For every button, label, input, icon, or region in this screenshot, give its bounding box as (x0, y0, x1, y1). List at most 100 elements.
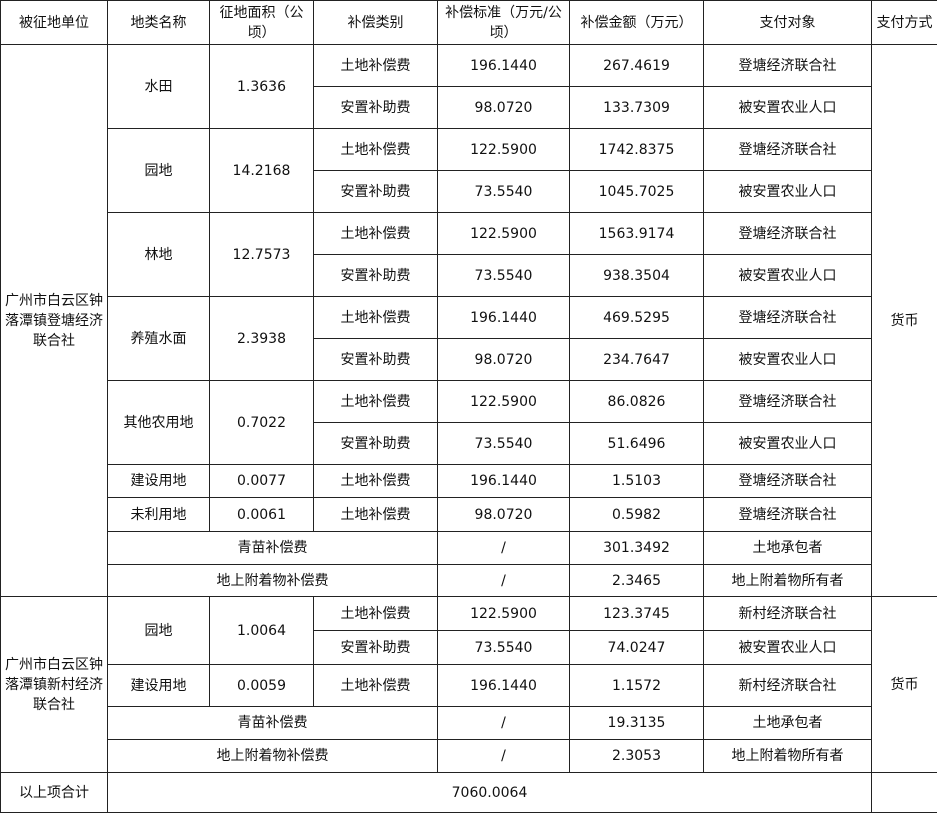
land-area: 2.3938 (210, 297, 314, 381)
column-header: 支付方式 (872, 1, 937, 45)
column-header: 地类名称 (108, 1, 210, 45)
total-empty (872, 773, 937, 813)
column-header: 被征地单位 (1, 1, 108, 45)
compensation-amount: 0.5982 (570, 498, 704, 532)
total-label: 以上项合计 (1, 773, 108, 813)
compensation-category: 青苗补偿费 (108, 532, 438, 565)
compensation-category: 安置补助费 (314, 255, 438, 297)
compensation-amount: 938.3504 (570, 255, 704, 297)
compensation-standard: 122.5900 (438, 213, 570, 255)
compensation-standard: 122.5900 (438, 597, 570, 631)
column-header: 补偿金额（万元） (570, 1, 704, 45)
land-type: 园地 (108, 597, 210, 665)
land-area: 0.0059 (210, 665, 314, 707)
compensation-amount: 301.3492 (570, 532, 704, 565)
compensation-standard: / (438, 707, 570, 740)
compensation-category: 青苗补偿费 (108, 707, 438, 740)
compensation-category: 土地补偿费 (314, 129, 438, 171)
compensation-standard: / (438, 740, 570, 773)
payee: 地上附着物所有者 (704, 565, 872, 597)
payee: 土地承包者 (704, 707, 872, 740)
compensation-amount: 234.7647 (570, 339, 704, 381)
compensation-standard: 73.5540 (438, 423, 570, 465)
compensation-standard: 98.0720 (438, 339, 570, 381)
compensation-category: 安置补助费 (314, 631, 438, 665)
compensation-standard: 196.1440 (438, 45, 570, 87)
compensation-category: 土地补偿费 (314, 45, 438, 87)
payee: 被安置农业人口 (704, 631, 872, 665)
land-type: 未利用地 (108, 498, 210, 532)
compensation-standard: 122.5900 (438, 129, 570, 171)
compensation-standard: / (438, 565, 570, 597)
compensation-category: 地上附着物补偿费 (108, 740, 438, 773)
compensation-category: 土地补偿费 (314, 498, 438, 532)
compensation-standard: 196.1440 (438, 665, 570, 707)
compensation-standard: 73.5540 (438, 171, 570, 213)
payee: 登塘经济联合社 (704, 465, 872, 498)
payee: 登塘经济联合社 (704, 129, 872, 171)
payee: 登塘经济联合社 (704, 297, 872, 339)
payment-method: 货币 (872, 45, 937, 597)
land-type: 园地 (108, 129, 210, 213)
land-type: 水田 (108, 45, 210, 129)
compensation-category: 土地补偿费 (314, 665, 438, 707)
land-type: 建设用地 (108, 665, 210, 707)
column-header: 支付对象 (704, 1, 872, 45)
land-area: 0.0077 (210, 465, 314, 498)
compensation-amount: 1.1572 (570, 665, 704, 707)
compensation-standard: 122.5900 (438, 381, 570, 423)
land-type: 养殖水面 (108, 297, 210, 381)
payee: 登塘经济联合社 (704, 498, 872, 532)
total-value: 7060.0064 (108, 773, 872, 813)
compensation-standard: 196.1440 (438, 465, 570, 498)
compensation-amount: 133.7309 (570, 87, 704, 129)
compensation-standard: 196.1440 (438, 297, 570, 339)
compensation-standard: 98.0720 (438, 87, 570, 129)
compensation-amount: 1045.7025 (570, 171, 704, 213)
compensation-standard: 73.5540 (438, 631, 570, 665)
payee: 土地承包者 (704, 532, 872, 565)
compensation-category: 安置补助费 (314, 423, 438, 465)
land-area: 0.7022 (210, 381, 314, 465)
land-area: 0.0061 (210, 498, 314, 532)
compensation-amount: 469.5295 (570, 297, 704, 339)
compensation-amount: 267.4619 (570, 45, 704, 87)
compensation-amount: 1.5103 (570, 465, 704, 498)
column-header: 征地面积（公顷） (210, 1, 314, 45)
compensation-amount: 19.3135 (570, 707, 704, 740)
column-header: 补偿类别 (314, 1, 438, 45)
land-type: 建设用地 (108, 465, 210, 498)
compensation-amount: 1563.9174 (570, 213, 704, 255)
compensation-category: 安置补助费 (314, 339, 438, 381)
compensation-category: 土地补偿费 (314, 213, 438, 255)
land-area: 14.2168 (210, 129, 314, 213)
payee: 被安置农业人口 (704, 423, 872, 465)
compensation-category: 安置补助费 (314, 171, 438, 213)
compensation-amount: 74.0247 (570, 631, 704, 665)
compensation-category: 安置补助费 (314, 87, 438, 129)
payee: 被安置农业人口 (704, 255, 872, 297)
payee: 登塘经济联合社 (704, 213, 872, 255)
header-row: 被征地单位地类名称征地面积（公顷）补偿类别补偿标准（万元/公顷）补偿金额（万元）… (1, 1, 937, 45)
compensation-standard: 98.0720 (438, 498, 570, 532)
land-area: 1.3636 (210, 45, 314, 129)
compensation-category: 土地补偿费 (314, 381, 438, 423)
compensation-standard: / (438, 532, 570, 565)
payee: 被安置农业人口 (704, 171, 872, 213)
column-header: 补偿标准（万元/公顷） (438, 1, 570, 45)
compensation-amount: 86.0826 (570, 381, 704, 423)
